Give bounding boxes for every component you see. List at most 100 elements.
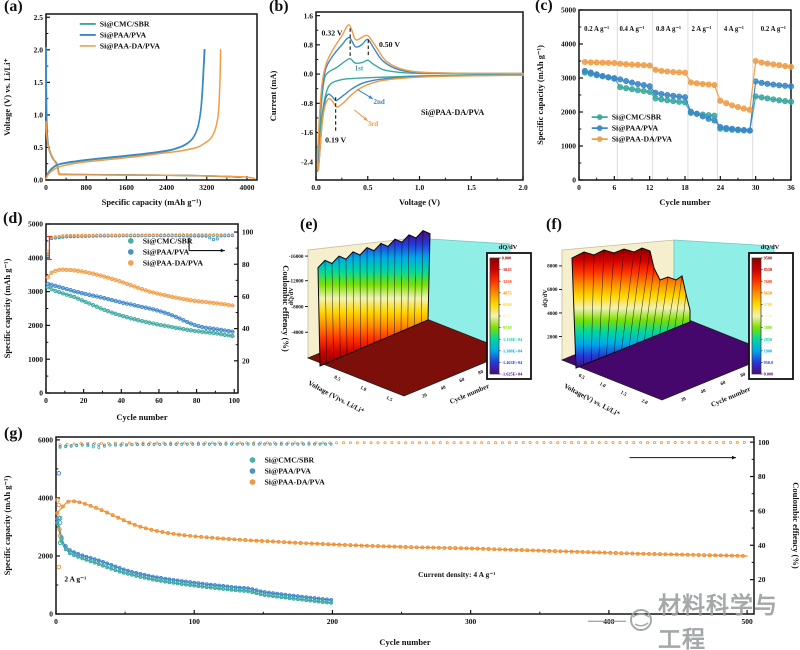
svg-text:1.0: 1.0 (598, 382, 606, 390)
svg-text:4000: 4000 (38, 494, 53, 503)
svg-text:-1.6: -1.6 (301, 128, 313, 137)
svg-text:9500: 9500 (764, 256, 773, 261)
svg-text:0: 0 (44, 183, 48, 192)
svg-text:20: 20 (242, 356, 250, 365)
panel-c-label: (c) (535, 0, 553, 14)
svg-text:400: 400 (603, 617, 615, 626)
svg-text:80: 80 (193, 396, 201, 405)
svg-text:0.0: 0.0 (304, 70, 314, 79)
svg-text:-1.138E+04: -1.138E+04 (502, 337, 524, 342)
panel-b-chart: 0.0 0.5 1.0 1.5 2.0 1.6 0.8 0.0 -0.8 -1.6 -2.4 Volt… (268, 11, 528, 207)
svg-text:dQ/dV: dQ/dV (499, 244, 518, 251)
svg-text:30: 30 (752, 183, 760, 192)
svg-text:3000: 3000 (561, 74, 576, 83)
svg-text:60: 60 (242, 292, 250, 301)
svg-text:-9750: -9750 (502, 325, 512, 330)
svg-text:100: 100 (189, 617, 201, 626)
svg-text:2 A g⁻¹: 2 A g⁻¹ (64, 575, 86, 584)
svg-text:-8125: -8125 (502, 314, 512, 319)
svg-text:60: 60 (459, 377, 466, 384)
svg-text:0: 0 (54, 617, 58, 626)
svg-text:0.5: 0.5 (34, 143, 44, 152)
svg-text:Si@CMC/SBR: Si@CMC/SBR (100, 20, 150, 29)
svg-text:40: 40 (242, 324, 250, 333)
svg-text:2.0: 2.0 (34, 45, 44, 54)
svg-text:3rd: 3rd (368, 120, 379, 128)
svg-text:Current (mA): Current (mA) (268, 71, 278, 122)
svg-text:-4875: -4875 (502, 290, 512, 295)
panel-g-chart: 0 100 200 300 400 500 0 2000 4000 6000 20 40 60 80 100… (2, 436, 800, 647)
svg-text:Si@PAA-DA/PVA: Si@PAA-DA/PVA (421, 108, 484, 117)
svg-text:-1.463E+04: -1.463E+04 (502, 360, 524, 365)
svg-text:0.5: 0.5 (333, 375, 341, 383)
svg-text:1.5: 1.5 (34, 78, 44, 87)
svg-text:Cycle number: Cycle number (379, 637, 430, 647)
svg-text:800: 800 (81, 183, 93, 192)
svg-text:-1625: -1625 (502, 267, 512, 272)
panel-d-label: (d) (3, 210, 23, 227)
panel-c: (c) 0 6 12 18 24 30 36 0 1000 2000 3000 4000 5000 Cyc… (533, 0, 800, 210)
svg-text:80: 80 (758, 472, 766, 481)
panel-f: (f) 2000 4000 6000 8000 dQ/dV 0.5 1.0 1.5 2.0 Vol… (540, 210, 800, 425)
svg-text:1st: 1st (355, 64, 364, 72)
globe-logo-icon (630, 609, 652, 631)
svg-text:Specific capacity (mAh g⁻¹): Specific capacity (mAh g⁻¹) (535, 45, 545, 145)
svg-text:4000: 4000 (239, 183, 254, 192)
svg-text:5000: 5000 (28, 220, 43, 229)
svg-text:0: 0 (577, 183, 581, 192)
svg-text:Cycle number: Cycle number (449, 382, 491, 406)
svg-text:Si@PAA-DA/PVA: Si@PAA-DA/PVA (612, 135, 673, 144)
svg-text:Voltage (V)vs. Li/Li⁺: Voltage (V)vs. Li/Li⁺ (307, 379, 366, 415)
svg-text:0.8 A g⁻¹: 0.8 A g⁻¹ (656, 26, 681, 33)
svg-text:-2.4: -2.4 (301, 157, 313, 166)
panel-a-chart: 0 800 1600 2400 3200 4000 0.0 0.5 1.0 1.5 2.0 2.5 Sp… (2, 13, 258, 207)
svg-text:Si@PAA/PVA: Si@PAA/PVA (612, 124, 659, 133)
svg-text:-6500: -6500 (502, 302, 512, 307)
svg-text:Si@PAA-DA/PVA: Si@PAA-DA/PVA (100, 42, 161, 51)
svg-text:20: 20 (80, 396, 88, 405)
svg-text:60: 60 (758, 506, 766, 515)
svg-text:18: 18 (681, 183, 689, 192)
svg-text:1900: 1900 (764, 348, 773, 353)
svg-text:6: 6 (612, 183, 616, 192)
watermark: —— 材料科学与工程 (588, 593, 798, 650)
svg-text:Si@PAA/PVA: Si@PAA/PVA (100, 31, 147, 40)
svg-text:0.000: 0.000 (764, 372, 774, 377)
svg-text:4000: 4000 (561, 40, 576, 49)
panel-f-label: (f) (546, 216, 562, 233)
svg-text:60: 60 (155, 396, 163, 405)
svg-text:4 A g⁻¹: 4 A g⁻¹ (724, 26, 744, 33)
panel-e-label: (e) (300, 216, 318, 233)
svg-text:6650: 6650 (764, 290, 773, 295)
svg-text:Si@CMC/SBR: Si@CMC/SBR (264, 456, 314, 465)
svg-text:-1.625E+04: -1.625E+04 (502, 372, 524, 377)
svg-text:-16000: -16000 (289, 254, 304, 260)
svg-text:2000: 2000 (38, 552, 53, 561)
svg-text:1.5: 1.5 (385, 396, 393, 404)
svg-text:1000: 1000 (561, 142, 576, 151)
svg-text:Si@CMC/SBR: Si@CMC/SBR (612, 113, 662, 122)
svg-text:0.4 A g⁻¹: 0.4 A g⁻¹ (619, 26, 644, 33)
svg-text:0.2 A g⁻¹: 0.2 A g⁻¹ (761, 26, 786, 33)
svg-text:1.0: 1.0 (34, 111, 44, 120)
svg-text:60: 60 (720, 380, 727, 387)
panel-g-label: (g) (4, 425, 23, 442)
svg-text:4000: 4000 (28, 253, 43, 262)
svg-text:1.5: 1.5 (619, 390, 627, 398)
svg-text:0.8: 0.8 (304, 40, 314, 49)
svg-text:100: 100 (229, 396, 241, 405)
svg-text:40: 40 (118, 396, 126, 405)
svg-text:0.5: 0.5 (363, 183, 373, 192)
svg-text:300: 300 (465, 617, 477, 626)
watermark-text: 材料科学与工程 (658, 593, 778, 650)
svg-text:0.2 A g⁻¹: 0.2 A g⁻¹ (584, 26, 609, 33)
svg-text:-4000: -4000 (291, 330, 304, 336)
svg-text:80: 80 (478, 370, 485, 377)
svg-text:Specific capacity (mAh g⁻¹): Specific capacity (mAh g⁻¹) (2, 258, 12, 358)
svg-text:12: 12 (646, 183, 654, 192)
panel-g: (g) 0 100 200 300 400 500 0 2000 4000 6000 20 40 60 8… (0, 425, 800, 650)
svg-text:2 A g⁻¹: 2 A g⁻¹ (691, 26, 711, 33)
svg-text:dQ/dV: dQ/dV (761, 244, 780, 251)
svg-text:2.0: 2.0 (640, 399, 648, 407)
svg-text:0.0: 0.0 (311, 183, 321, 192)
